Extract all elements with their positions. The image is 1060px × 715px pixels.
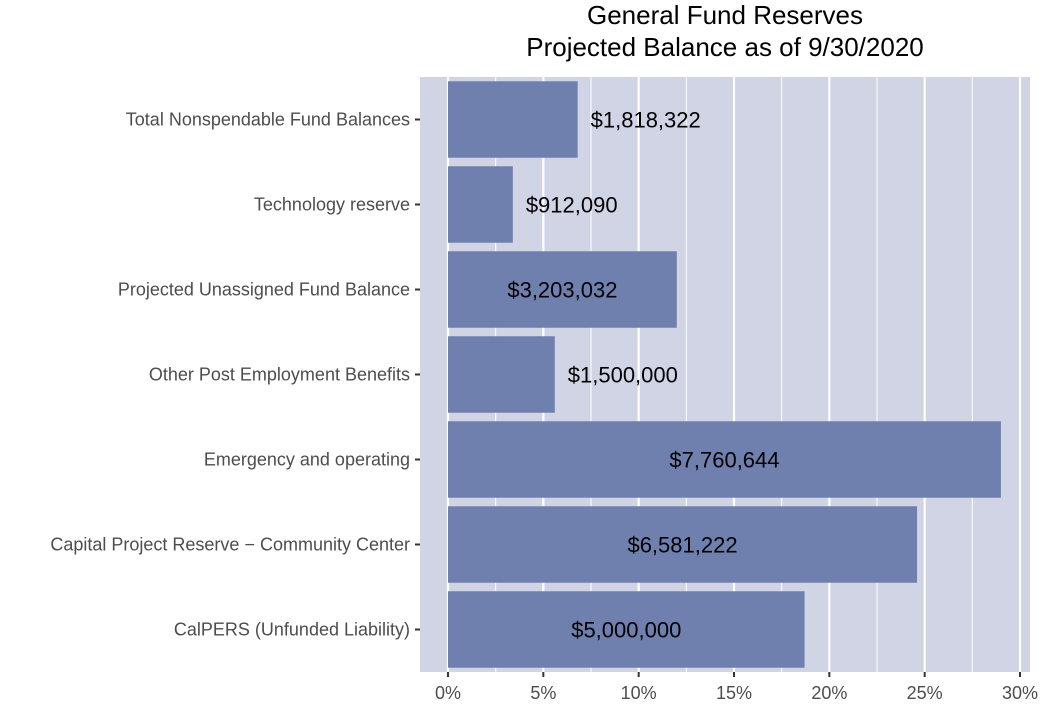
bars <box>448 81 1001 668</box>
value-tick-label: 10% <box>621 683 657 703</box>
data-labels: $1,818,322 $912,090 $3,203,032 $1,500,000 $7… <box>507 108 779 643</box>
bar <box>448 506 918 583</box>
chart-title: General Fund Reserves <box>587 0 863 30</box>
chart-subtitle: Projected Balance as of 9/30/2020 <box>526 32 924 62</box>
bar-value-label: $6,581,222 <box>627 533 737 558</box>
value-tick-label: 15% <box>716 683 752 703</box>
category-axis: Total Nonspendable Fund Balances Technolo… <box>50 110 420 640</box>
value-axis: 0% 5% 10% 15% 20% 25% 30% <box>435 672 1038 703</box>
category-label: Other Post Employment Benefits <box>149 365 410 385</box>
value-tick-label: 5% <box>530 683 556 703</box>
bar-value-label: $1,500,000 <box>568 363 678 388</box>
bar <box>448 591 805 668</box>
value-tick-label: 0% <box>435 683 461 703</box>
bar-value-label: $7,760,644 <box>669 448 779 473</box>
bar <box>448 251 677 328</box>
bar <box>448 336 555 413</box>
bar-value-label: $3,203,032 <box>507 278 617 303</box>
value-tick-label: 25% <box>907 683 943 703</box>
bar <box>448 81 578 158</box>
bar-value-label: $1,818,322 <box>591 108 701 133</box>
category-label: Capital Project Reserve − Community Cent… <box>50 535 410 555</box>
category-label: Total Nonspendable Fund Balances <box>126 110 410 130</box>
category-label: Technology reserve <box>254 195 410 215</box>
category-label: Projected Unassigned Fund Balance <box>118 280 410 300</box>
value-tick-label: 20% <box>811 683 847 703</box>
bar <box>448 421 1001 498</box>
bar-value-label: $5,000,000 <box>571 618 681 643</box>
value-tick-label: 30% <box>1002 683 1038 703</box>
category-label: Emergency and operating <box>204 450 410 470</box>
bar <box>448 166 513 243</box>
category-label: CalPERS (Unfunded Liability) <box>174 620 410 640</box>
bar-value-label: $912,090 <box>526 193 618 218</box>
